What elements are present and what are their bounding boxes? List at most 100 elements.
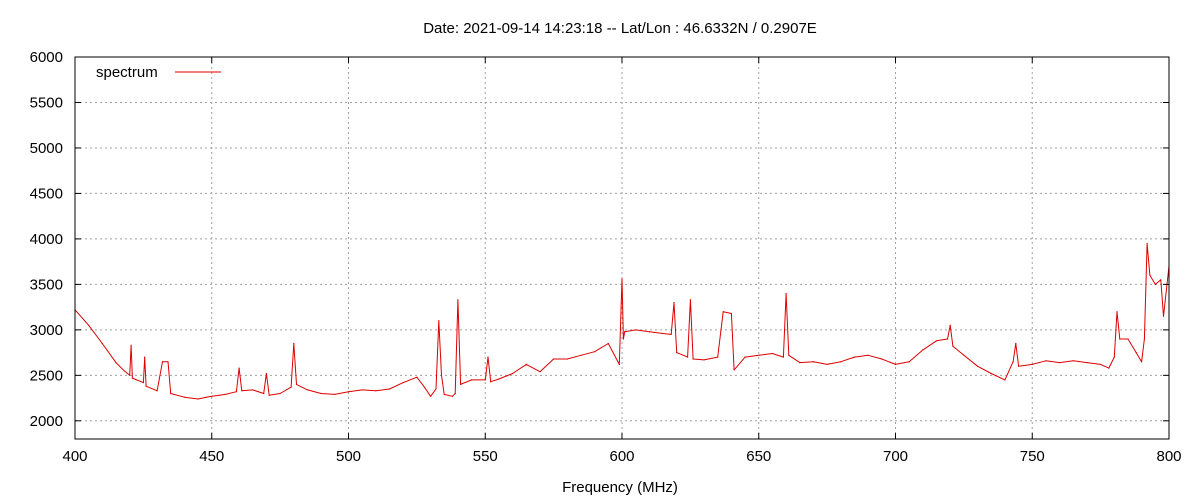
data-point <box>347 391 350 393</box>
data-point <box>722 311 724 313</box>
data-point <box>662 332 664 335</box>
data-point <box>607 342 609 345</box>
data-point <box>511 372 514 375</box>
data-point <box>621 278 623 280</box>
data-point <box>115 362 117 364</box>
data-point <box>785 292 787 295</box>
data-point <box>306 389 309 391</box>
data-point <box>1135 352 1137 354</box>
data-point <box>689 299 692 301</box>
x-tick-label: 600 <box>609 448 634 465</box>
y-tick-label: 3000 <box>30 322 63 339</box>
data-point <box>460 383 462 385</box>
data-point <box>881 358 883 360</box>
data-point <box>922 349 924 351</box>
y-tick-label: 4500 <box>30 185 63 202</box>
data-point <box>963 354 965 356</box>
y-tick-label: 3500 <box>30 276 63 293</box>
data-point <box>454 392 456 395</box>
data-point <box>826 363 828 365</box>
data-point <box>224 393 226 395</box>
data-point <box>853 356 856 358</box>
y-tick-label: 4000 <box>30 231 63 248</box>
data-point <box>130 344 132 346</box>
data-point <box>1108 367 1110 369</box>
data-point <box>290 386 292 388</box>
data-point <box>457 299 459 301</box>
data-point <box>484 379 486 381</box>
data-point <box>840 361 842 363</box>
data-point <box>88 324 90 326</box>
data-point <box>211 395 213 397</box>
data-point <box>265 372 267 375</box>
data-point <box>443 393 445 395</box>
x-axis: 400 450 500 550 600 650 700 750 800 <box>62 57 1182 465</box>
data-point <box>1146 242 1148 245</box>
data-point <box>1141 361 1143 363</box>
data-point <box>733 369 735 371</box>
data-point <box>908 361 910 363</box>
data-point <box>293 342 295 345</box>
data-point <box>648 331 651 333</box>
data-point <box>949 324 951 326</box>
y-tick-label: 2000 <box>30 413 63 430</box>
data-point <box>624 331 626 333</box>
data-point <box>990 372 992 375</box>
data-point <box>490 381 492 383</box>
data-point <box>1086 362 1088 364</box>
data-point <box>553 358 555 360</box>
data-point <box>131 377 133 379</box>
data-point <box>279 392 281 395</box>
data-point <box>1100 363 1102 365</box>
x-tick-label: 500 <box>336 448 361 465</box>
data-point <box>782 356 785 358</box>
data-point <box>205 396 207 398</box>
chart-title: Date: 2021-09-14 14:23:18 -- Lat/Lon : 4… <box>423 20 817 37</box>
data-point <box>730 312 733 315</box>
data-point <box>295 383 298 385</box>
data-point <box>241 390 243 392</box>
data-point <box>156 390 158 392</box>
data-point <box>1119 338 1121 340</box>
data-point <box>268 394 270 396</box>
data-point <box>235 391 237 393</box>
y-tick-label: 6000 <box>30 49 63 66</box>
data-point <box>799 362 801 364</box>
data-point <box>758 354 760 356</box>
data-point <box>566 358 568 360</box>
data-point <box>320 392 322 395</box>
data-point <box>1154 283 1156 285</box>
data-point <box>487 356 489 358</box>
data-point <box>430 395 432 397</box>
x-tick-label: 450 <box>199 448 224 465</box>
data-point <box>1127 338 1129 340</box>
data-point <box>170 392 172 395</box>
data-point <box>703 359 705 361</box>
data-point <box>416 376 418 378</box>
data-point <box>498 378 500 380</box>
series-line-spectrum <box>74 243 1170 400</box>
data-point <box>1072 360 1074 362</box>
data-point <box>334 393 336 395</box>
y-axis: 2000 2500 3000 3500 4000 4500 5000 5500 6000 <box>30 49 1169 430</box>
data-point <box>440 374 443 376</box>
data-point <box>788 354 790 356</box>
x-tick-label: 750 <box>1020 448 1045 465</box>
y-tick-label: 2500 <box>30 367 63 384</box>
x-tick-label: 400 <box>62 448 87 465</box>
data-point <box>435 388 437 390</box>
data-point <box>812 361 815 363</box>
data-point <box>539 371 541 373</box>
data-point <box>635 329 637 331</box>
data-point <box>471 379 473 381</box>
x-tick-label: 550 <box>473 448 498 465</box>
data-point <box>142 382 144 384</box>
y-tick-label: 5500 <box>30 94 63 111</box>
data-point <box>935 340 938 342</box>
x-tick-label: 800 <box>1156 448 1181 465</box>
data-point <box>717 356 719 358</box>
data-point <box>1162 315 1165 317</box>
data-point <box>402 382 404 384</box>
x-axis-label: Frequency (MHz) <box>562 479 678 496</box>
data-point <box>1045 360 1047 362</box>
